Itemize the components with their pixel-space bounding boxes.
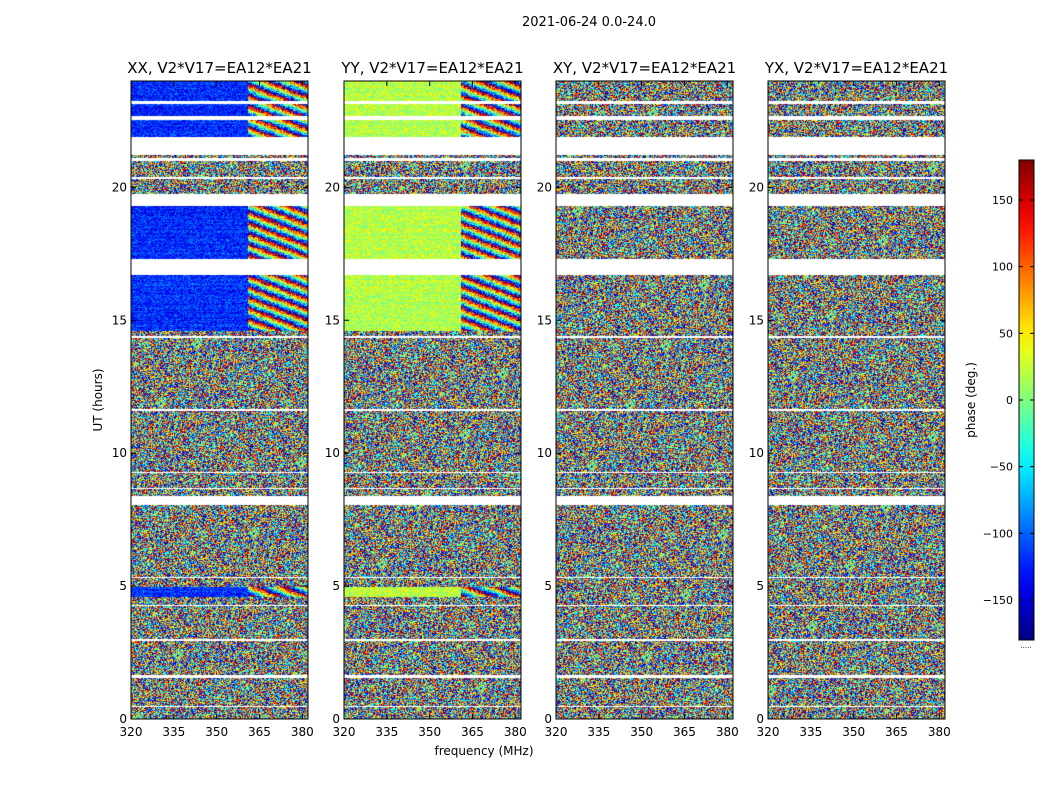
x-tick-label: 365 <box>673 725 696 739</box>
panel-title: YX, V2*V17=EA12*EA21 <box>764 59 948 77</box>
colorbar-label: phase (deg.) <box>964 362 978 438</box>
colorbar: 150 100 50 0 −50 −100 −150 <box>983 159 1035 641</box>
y-tick-label: 20 <box>112 180 127 194</box>
colorbar-tick-label: 50 <box>999 327 1013 340</box>
y-tick-label: 0 <box>756 712 764 726</box>
colorbar-footnote: ..... <box>1020 642 1031 650</box>
panel-frame <box>343 80 522 720</box>
x-tick-label: 380 <box>291 725 314 739</box>
x-tick-label: 320 <box>120 725 143 739</box>
y-tick-label: 5 <box>332 579 340 593</box>
x-tick-label: 350 <box>418 725 441 739</box>
x-tick-label: 350 <box>842 725 865 739</box>
heatmap-canvas <box>768 81 945 719</box>
y-axis-label: UT (hours) <box>91 368 105 431</box>
y-tick-label: 15 <box>112 313 127 327</box>
y-tick-label: 10 <box>325 446 340 460</box>
figure-title: 2021-06-24 0.0-24.0 <box>522 15 656 30</box>
colorbar-tick-label: 100 <box>992 261 1013 274</box>
y-tick-label: 5 <box>119 579 127 593</box>
colorbar-tick-label: −50 <box>990 461 1013 474</box>
x-tick-label: 320 <box>545 725 568 739</box>
x-tick-label: 335 <box>162 725 185 739</box>
y-tick-label: 20 <box>749 180 764 194</box>
panel-2: XY, V2*V17=EA12*EA21 320 335 350 365 380 0 5 10 1… <box>537 59 739 739</box>
y-tick-label: 15 <box>325 313 340 327</box>
colorbar-tick-label: 0 <box>1006 394 1013 407</box>
y-tick-label: 5 <box>756 579 764 593</box>
y-tick-label: 0 <box>332 712 340 726</box>
colorbar-tick-label: −150 <box>983 594 1013 607</box>
x-axis-label: frequency (MHz) <box>434 744 533 758</box>
panel-frame <box>555 80 734 720</box>
panel-frame <box>767 80 946 720</box>
x-tick-label: 380 <box>504 725 527 739</box>
y-tick-label: 20 <box>537 180 552 194</box>
x-tick-label: 335 <box>375 725 398 739</box>
heatmap-canvas <box>344 81 521 719</box>
panel-title: XX, V2*V17=EA12*EA21 <box>127 59 311 77</box>
panel-title: YY, V2*V17=EA12*EA21 <box>340 59 523 77</box>
y-tick-label: 10 <box>749 446 764 460</box>
panel-title: XY, V2*V17=EA12*EA21 <box>553 59 736 77</box>
x-tick-label: 350 <box>630 725 653 739</box>
x-tick-label: 365 <box>461 725 484 739</box>
y-tick-label: 0 <box>119 712 127 726</box>
heatmap-canvas <box>556 81 733 719</box>
panel-0: XX, V2*V17=EA12*EA21 320 335 350 365 380 0 5 10 1… <box>112 59 314 739</box>
panel-1: YY, V2*V17=EA12*EA21 320 335 350 365 380 0 5 10 1… <box>325 59 527 739</box>
y-tick-label: 10 <box>537 446 552 460</box>
x-tick-label: 320 <box>757 725 780 739</box>
x-tick-label: 320 <box>333 725 356 739</box>
y-tick-label: 10 <box>112 446 127 460</box>
panels: XX, V2*V17=EA12*EA21 320 335 350 365 380 0 5 10 1… <box>112 59 951 739</box>
panel-3: YX, V2*V17=EA12*EA21 320 335 350 365 380 0 5 10 1… <box>749 59 951 739</box>
y-tick-label: 15 <box>749 313 764 327</box>
x-tick-label: 365 <box>248 725 271 739</box>
x-tick-label: 380 <box>716 725 739 739</box>
colorbar-tick-label: −100 <box>983 527 1013 540</box>
x-tick-label: 335 <box>799 725 822 739</box>
x-tick-label: 350 <box>205 725 228 739</box>
x-tick-label: 335 <box>587 725 610 739</box>
heatmap-canvas <box>131 81 308 719</box>
colorbar-tick-label: 150 <box>992 194 1013 207</box>
panel-frame <box>130 80 309 720</box>
x-tick-label: 365 <box>885 725 908 739</box>
y-tick-label: 0 <box>544 712 552 726</box>
y-tick-label: 5 <box>544 579 552 593</box>
y-tick-label: 15 <box>537 313 552 327</box>
x-tick-label: 380 <box>928 725 951 739</box>
y-tick-label: 20 <box>325 180 340 194</box>
